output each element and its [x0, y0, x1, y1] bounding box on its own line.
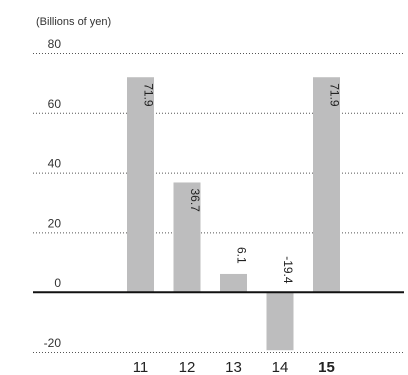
y-tick-label: 60 [48, 97, 62, 111]
bar [313, 77, 340, 293]
data-label: 36.7 [188, 188, 202, 212]
bar [173, 182, 201, 293]
y-axis-ticks: 80 60 40 20 0 -20 [44, 37, 62, 350]
grid-lines [33, 53, 404, 353]
x-category-label: 15 [318, 359, 335, 375]
bars [127, 77, 340, 351]
bar [220, 273, 247, 293]
data-label: 71.9 [328, 83, 342, 107]
data-labels: 71.9 36.7 6.1 -19.4 71.9 [142, 83, 342, 284]
y-tick-label: 40 [48, 157, 62, 171]
x-category-label: 12 [179, 359, 196, 375]
data-label: 6.1 [235, 247, 249, 264]
x-category-label: 13 [225, 359, 242, 375]
y-tick-label: -20 [44, 336, 62, 350]
x-axis-categories: 11 12 13 14 15 [133, 359, 335, 375]
y-tick-label: 20 [48, 216, 62, 230]
bar [127, 77, 154, 293]
data-label: 71.9 [142, 83, 156, 107]
x-category-label: 11 [133, 359, 149, 375]
unit-label: (Billions of yen) [36, 16, 111, 28]
x-category-label: 14 [272, 359, 289, 375]
y-tick-label: 80 [48, 37, 62, 51]
bar [266, 292, 294, 351]
y-tick-label: 0 [54, 276, 61, 290]
data-label: -19.4 [281, 256, 295, 284]
